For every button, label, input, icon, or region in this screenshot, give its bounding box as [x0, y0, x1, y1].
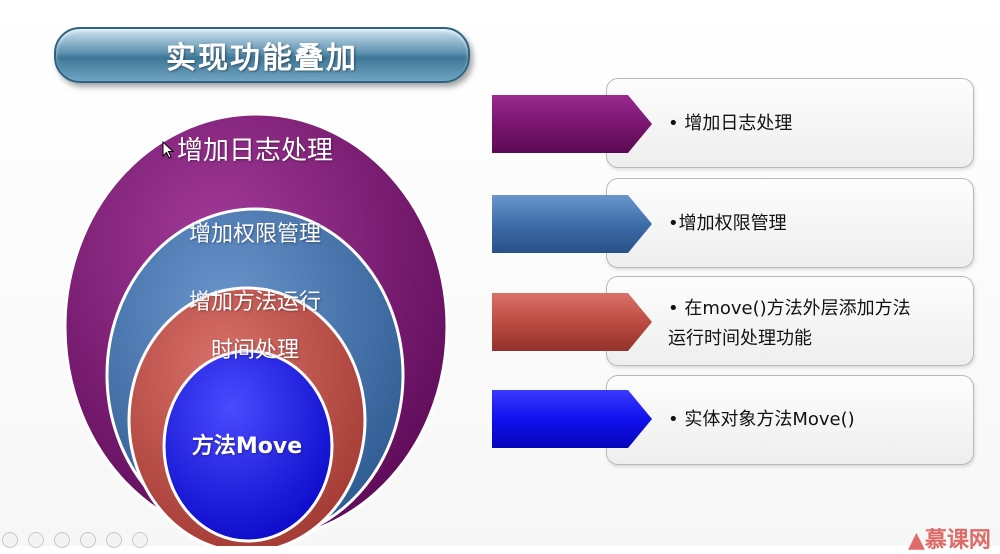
row-move-box [606, 375, 974, 465]
row-permission-text: •增加权限管理 [668, 213, 787, 234]
row-log-arrow [492, 95, 652, 153]
slide-title: 实现功能叠加 [54, 27, 470, 83]
row-log-box [606, 78, 974, 168]
layer-timing-label-line2: 时间处理 [210, 338, 299, 363]
layer-move-label: 方法Move [191, 434, 303, 459]
row-timing-text-line1: • 在move()方法外层添加方法 [668, 298, 911, 319]
row-move-text: • 实体对象方法Move() [668, 409, 855, 430]
row-timing-text-line2: 运行时间处理功能 [668, 328, 812, 349]
row-timing-box [606, 276, 974, 366]
layer-timing-label-line1: 增加方法运行 [188, 290, 321, 315]
row-permission-arrow [492, 195, 652, 253]
mouse-cursor-icon [162, 141, 174, 159]
row-permission-box [606, 178, 974, 268]
layer-log-label: 增加日志处理 [176, 136, 333, 166]
row-log-text: • 增加日志处理 [668, 113, 793, 134]
row-move-arrow [492, 390, 652, 448]
layer-permission-label: 增加权限管理 [188, 222, 321, 247]
watermark-logo: ▲慕课网 [908, 528, 991, 553]
layer-move-circle [162, 349, 334, 543]
row-timing-arrow [492, 293, 652, 351]
